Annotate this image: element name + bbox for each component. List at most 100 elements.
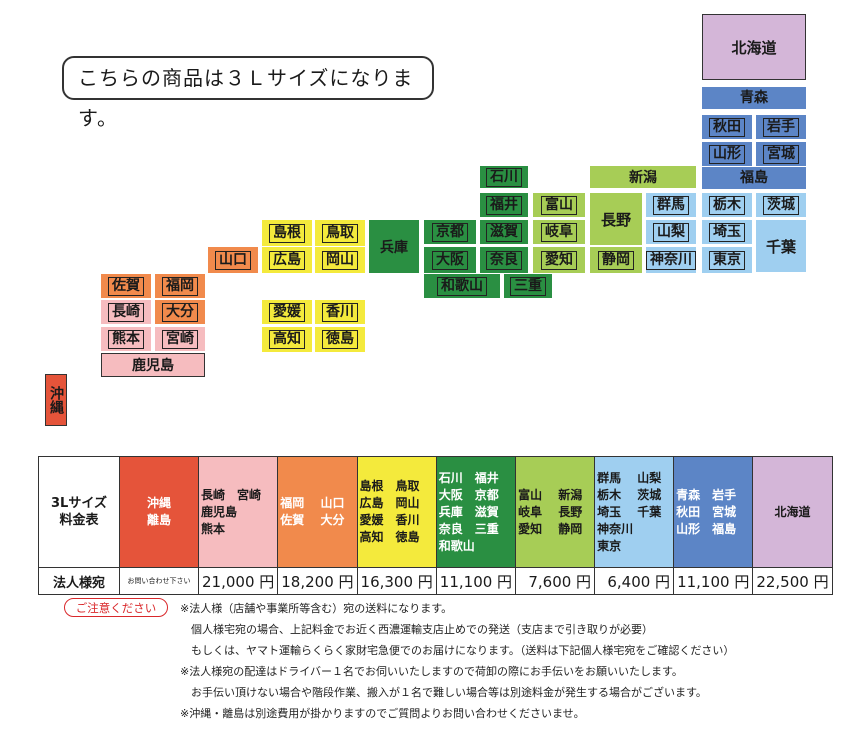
pref-mie: 三重 <box>504 274 552 298</box>
price-kyushu-south: 21,000 円 <box>197 567 279 595</box>
pref-okinawa: 沖縄 <box>45 374 67 426</box>
pref-shizuoka: 静岡 <box>590 247 642 273</box>
pref-tochigi: 栃木 <box>702 193 752 217</box>
pref-tottori: 鳥取 <box>315 220 365 246</box>
pref-oita: 大分 <box>155 300 205 324</box>
pref-ibaraki: 茨城 <box>756 193 806 217</box>
table-title: 3Lサイズ 料金表 <box>51 496 107 528</box>
pref-niigata: 新潟 <box>590 166 696 188</box>
pref-label: 茨城 <box>763 195 799 215</box>
pref-chiba: 千葉 <box>756 220 806 272</box>
price-hokkaido: 22,500 円 <box>752 567 833 595</box>
pref-label: 沖縄 <box>48 386 64 414</box>
pref-aomori: 青森 <box>702 87 806 109</box>
region-name: 青森 岩手 秋田 宮城 山形 福島 <box>676 487 737 536</box>
price-kyushu-north: 18,200 円 <box>277 567 358 595</box>
pref-label: 青森 <box>737 89 771 107</box>
price-value: 18,200 円 <box>281 572 354 591</box>
pref-label: 熊本 <box>108 329 144 349</box>
pref-label: 福岡 <box>162 276 198 296</box>
pref-label: 岩手 <box>763 117 799 137</box>
region-name: 富山 新潟 岐阜 長野 愛知 静岡 <box>518 487 583 536</box>
pref-label: 栃木 <box>709 195 745 215</box>
pref-label: 大分 <box>162 302 198 322</box>
pref-akita: 秋田 <box>702 115 752 139</box>
pref-fukui: 福井 <box>480 193 528 217</box>
price-kinki: 11,100 円 <box>435 567 517 595</box>
pref-hiroshima: 広島 <box>262 247 312 273</box>
pref-label: 徳島 <box>322 330 358 349</box>
pref-miyagi: 宮城 <box>756 142 806 166</box>
pref-label: 奈良 <box>486 250 522 270</box>
pref-nagasaki: 長崎 <box>101 300 151 324</box>
table-title-cell: 3Lサイズ 料金表 <box>38 456 120 568</box>
pref-label: 静岡 <box>598 250 634 270</box>
pref-hokkaido: 北海道 <box>702 14 806 80</box>
pref-kagawa: 香川 <box>315 300 365 324</box>
pref-label: 愛知 <box>541 250 577 270</box>
pref-toyama: 富山 <box>533 193 585 217</box>
price-value: お問い合わせ下さい <box>127 577 191 585</box>
pref-label: 兵庫 <box>380 239 408 256</box>
pref-label: 埼玉 <box>709 222 745 242</box>
pref-kochi: 高知 <box>262 327 312 352</box>
price-chugoku-shikoku: 16,300 円 <box>356 567 437 595</box>
pref-label: 香川 <box>322 302 358 322</box>
pref-nara: 奈良 <box>480 247 528 273</box>
price-value: 11,100 円 <box>439 572 513 591</box>
pref-wakayama: 和歌山 <box>424 274 500 298</box>
region-name: 長崎 宮崎 鹿児島 熊本 <box>201 487 262 536</box>
price-tohoku: 11,100 円 <box>673 567 754 595</box>
pref-gunma: 群馬 <box>646 193 696 217</box>
price-chubu: 7,600 円 <box>515 567 596 595</box>
note-line: 個人様宅宛の場合、上記料金でお近く西濃運輸支店止めでの発送（支店まで引き取りが必… <box>180 623 653 636</box>
pref-tokyo: 東京 <box>702 247 752 273</box>
pref-label: 鹿児島 <box>132 358 174 374</box>
pref-label: 岐阜 <box>541 222 577 242</box>
pref-label: 佐賀 <box>108 276 144 296</box>
region-cell-chubu: 富山 新潟 岐阜 長野 愛知 静岡 <box>515 456 596 568</box>
pref-yamanashi: 山梨 <box>646 220 696 244</box>
region-cell-tohoku: 青森 岩手 秋田 宮城 山形 福島 <box>673 456 754 568</box>
pref-shimane: 島根 <box>262 220 312 246</box>
pref-label: 神奈川 <box>646 250 696 270</box>
pref-label: 群馬 <box>653 195 689 215</box>
pref-kagoshima: 鹿児島 <box>101 353 205 377</box>
price-kanto: 6,400 円 <box>594 567 675 595</box>
pref-saitama: 埼玉 <box>702 220 752 244</box>
pref-label: 北海道 <box>731 38 777 57</box>
pref-label: 富山 <box>541 195 577 215</box>
price-value: 22,500 円 <box>756 572 829 591</box>
price-value: 21,000 円 <box>202 572 275 591</box>
region-name: 石川 福井 大阪 京都 兵庫 滋賀 奈良 三重 和歌山 <box>438 470 499 553</box>
pref-label: 愛媛 <box>269 302 305 322</box>
pref-nagano: 長野 <box>590 193 642 245</box>
pref-kanagawa: 神奈川 <box>646 247 696 273</box>
pref-kyoto: 京都 <box>424 220 476 244</box>
region-cell-kanto: 群馬 山梨 栃木 茨城 埼玉 千葉 神奈川 東京 <box>594 456 675 568</box>
region-cell-chugoku-shikoku: 島根 鳥取 広島 岡山 愛媛 香川 高知 徳島 <box>356 456 437 568</box>
pref-okayama: 岡山 <box>315 247 365 273</box>
price-value: 6,400 円 <box>607 572 671 591</box>
price-okinawa: お問い合わせ下さい <box>119 567 199 595</box>
note-line: お手伝い頂けない場合や階段作業、搬入が１名で難しい場合等は別途料金が発生する場合… <box>180 686 707 699</box>
price-value: 7,600 円 <box>528 572 592 591</box>
table-price-row: 法人様宛 お問い合わせ下さい 21,000 円 18,200 円 16,300 … <box>38 567 833 595</box>
pref-label: 秋田 <box>709 117 745 137</box>
pref-label: 岡山 <box>322 250 358 270</box>
pref-label: 山梨 <box>653 222 689 242</box>
pref-ishikawa: 石川 <box>480 166 528 188</box>
pref-label: 京都 <box>432 222 468 242</box>
pref-miyazaki: 宮崎 <box>155 327 205 351</box>
pref-label: 高知 <box>269 330 305 349</box>
pref-label: 滋賀 <box>486 222 522 242</box>
note-line: ※沖縄・離島は別途費用が掛かりますのでご質問よりお問い合わせくださいませ。 <box>180 707 585 720</box>
pref-label: 千葉 <box>765 237 796 256</box>
pref-label: 長崎 <box>108 302 144 322</box>
note-line: もしくは、ヤマト運輸らくらく家財宅急便でのお届けになります。（送料は下記個人様宅… <box>180 644 735 657</box>
pref-ehime: 愛媛 <box>262 300 312 324</box>
table-header-row: 3Lサイズ 料金表 沖縄 離島 長崎 宮崎 鹿児島 熊本 福岡 山口 佐賀 大分… <box>38 456 833 568</box>
pref-tokushima: 徳島 <box>315 327 365 352</box>
price-table: 3Lサイズ 料金表 沖縄 離島 長崎 宮崎 鹿児島 熊本 福岡 山口 佐賀 大分… <box>38 456 833 595</box>
pref-iwate: 岩手 <box>756 115 806 139</box>
